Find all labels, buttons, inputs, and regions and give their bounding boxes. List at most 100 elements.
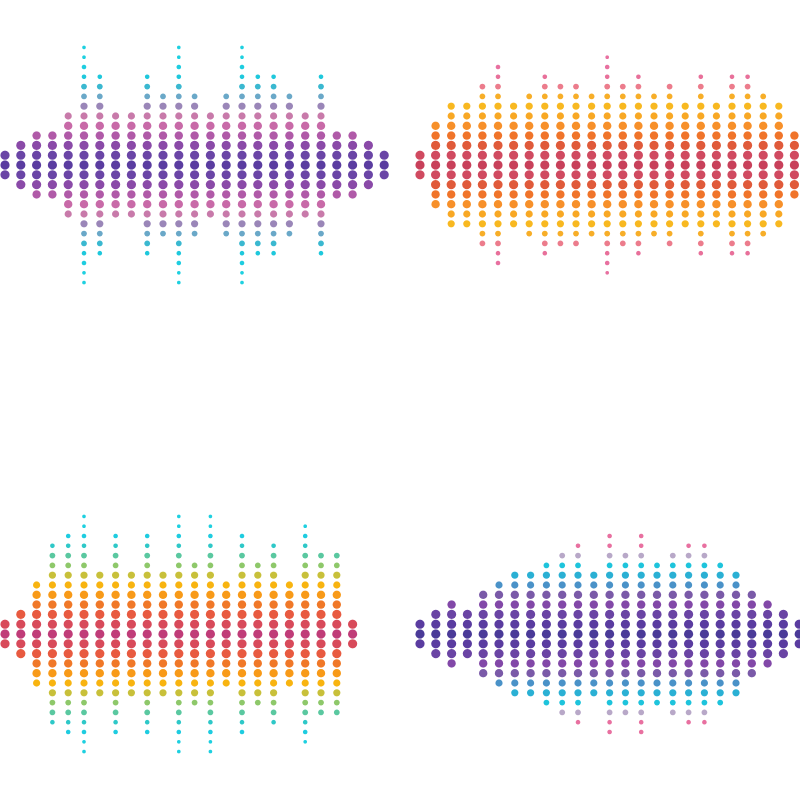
waveform-dot [237,160,247,170]
waveform-dot [223,230,230,237]
waveform-dot [541,210,549,218]
waveform-dot [607,543,612,549]
waveform-dot [333,689,341,697]
waveform-dot [270,679,278,687]
waveform-dot [607,719,612,725]
waveform-dot [634,220,642,228]
waveform-dot [300,150,310,160]
waveform-dot [270,709,277,716]
waveform-dot [431,200,440,209]
waveform-dot [571,150,581,160]
waveform-dot [221,160,231,170]
waveform-column [633,74,643,256]
waveform-dot [511,571,519,579]
waveform-dot [158,131,168,140]
waveform-dot [208,514,213,519]
waveform-dot [665,160,675,170]
waveform-dot [79,590,89,599]
waveform-column [743,74,753,256]
waveform-dot [143,600,152,609]
waveform-dot [284,619,294,629]
waveform-dot [649,140,659,150]
waveform-dot [348,150,358,160]
waveform-dot [206,590,215,599]
waveform-dot [589,600,598,609]
waveform-dot [237,140,247,150]
waveform-dot [463,210,471,218]
waveform-dot [317,679,325,687]
waveform-dot [666,230,673,237]
waveform-dot [494,639,504,649]
waveform-dot [222,121,231,130]
waveform-dot [332,180,342,190]
waveform-dot [650,210,658,218]
waveform-dot [700,590,709,599]
waveform-dot [668,669,677,678]
waveform-dot [573,649,583,659]
waveform-dot [253,160,263,170]
waveform-dot [731,629,741,639]
waveform-dot [510,112,518,120]
waveform-dot [526,619,536,629]
waveform-dot [743,190,752,199]
waveform-dot [605,619,615,629]
waveform-dot [605,629,615,639]
waveform-dot [681,121,690,130]
waveform-dot [222,190,231,199]
waveform-dot [556,121,565,130]
waveform-dot [526,230,533,237]
waveform-dot [285,659,294,668]
waveform-dot [680,170,690,180]
waveform-dot [63,160,73,170]
waveform-column [316,74,326,256]
waveform-dot [525,112,533,120]
waveform-dot [348,629,358,639]
waveform-dot [0,639,10,649]
waveform-dot [634,112,642,120]
waveform-dot [63,600,73,609]
waveform-dot [650,102,658,110]
waveform-dot [701,562,708,569]
waveform-dot [65,562,72,569]
waveform-dot [158,200,168,209]
waveform-dot [479,93,486,100]
waveform-dot [240,55,244,59]
waveform-orange-pink [415,55,799,275]
waveform-dot [174,190,183,199]
waveform-dot [269,170,279,180]
waveform-dot [778,649,788,659]
waveform-dot [96,210,104,218]
waveform-dot [511,581,519,589]
waveform-dot [605,659,614,668]
waveform-dot [47,150,58,160]
waveform-dot [254,112,262,120]
waveform-dot [462,180,472,190]
waveform-dot [126,609,136,619]
waveform-dot [668,629,678,639]
waveform-column [462,609,472,659]
waveform-dot [318,230,324,237]
waveform-dot [542,659,551,668]
waveform-column [415,150,425,180]
waveform-dot [572,102,580,110]
waveform-dot [174,649,184,659]
waveform-dot [759,210,767,218]
waveform-dot [239,74,245,80]
waveform-dot [206,659,215,668]
waveform-dot [284,160,294,170]
waveform-dot [240,280,244,285]
waveform-column [126,571,136,697]
waveform-dot [573,83,579,90]
waveform-dot [111,140,121,150]
waveform-dot [316,629,326,639]
waveform-dot [431,609,441,619]
waveform-dot [651,230,657,237]
waveform-dot [605,639,615,649]
waveform-dot [80,102,88,110]
waveform-dot [685,699,692,706]
waveform-dot [712,102,720,110]
waveform-dot [668,590,677,599]
waveform-dot [479,240,486,247]
waveform-dot [95,659,105,668]
waveform-dot [143,210,151,218]
